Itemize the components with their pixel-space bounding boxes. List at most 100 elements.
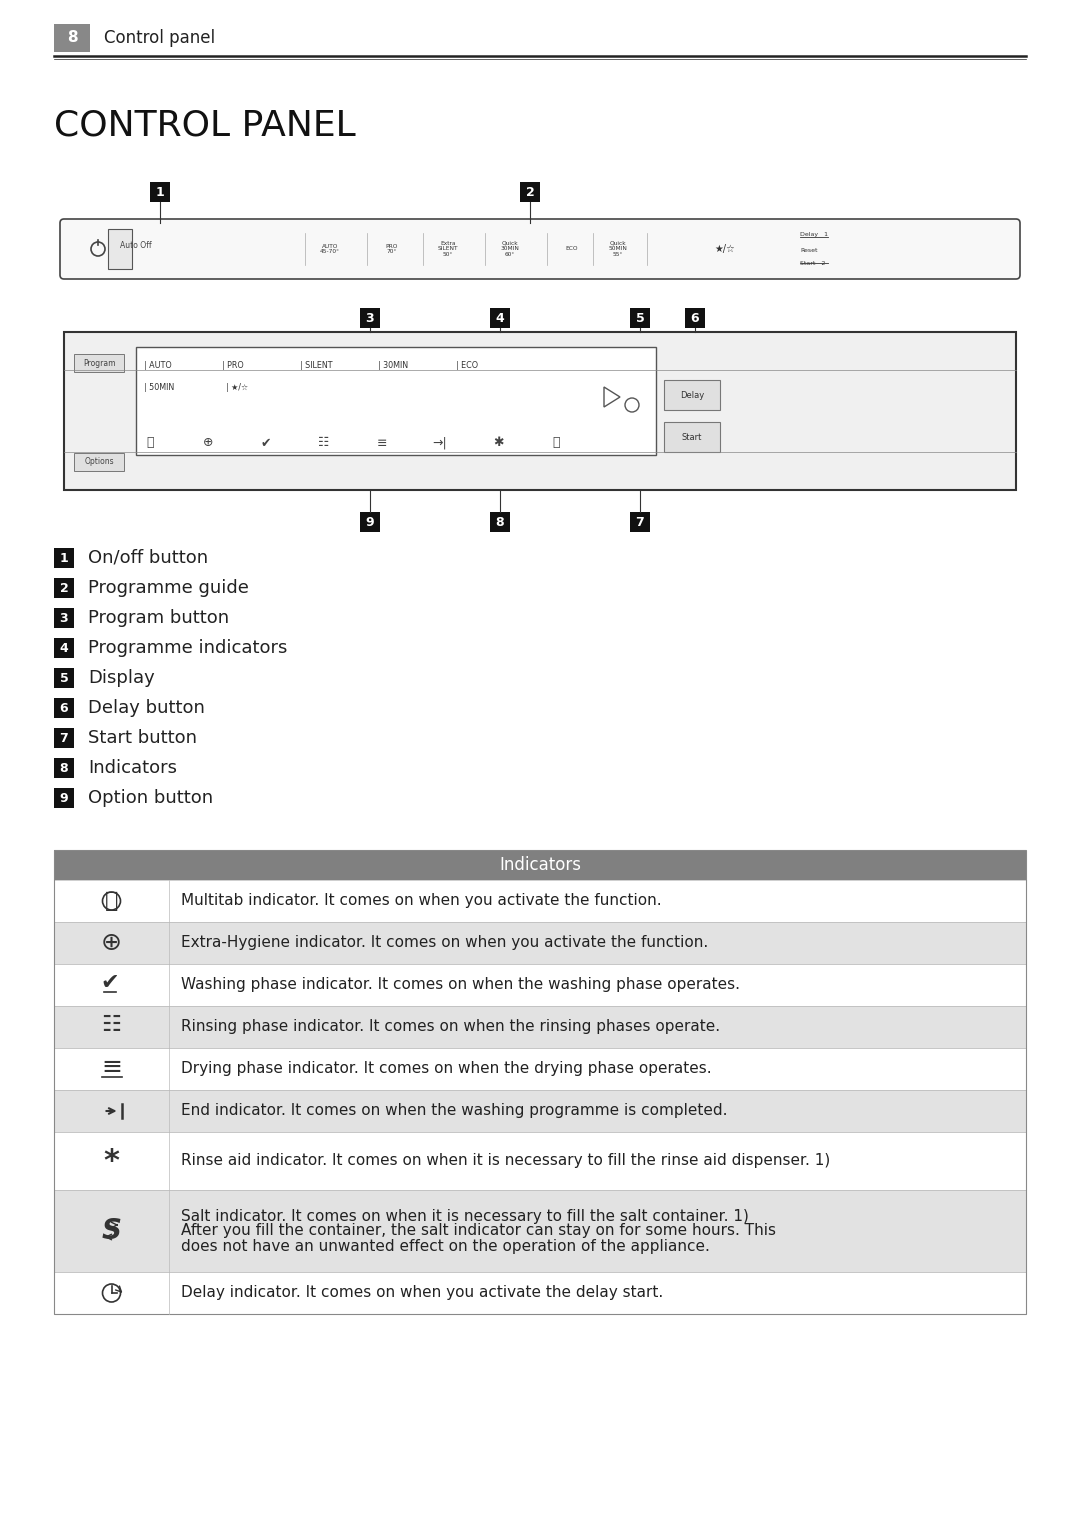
Text: ⊕: ⊕ bbox=[203, 436, 213, 450]
Bar bbox=[490, 512, 510, 532]
Text: 8: 8 bbox=[496, 515, 504, 529]
Bar bbox=[54, 699, 75, 719]
Text: Multitab indicator. It comes on when you activate the function.: Multitab indicator. It comes on when you… bbox=[181, 893, 662, 908]
Text: ⊕: ⊕ bbox=[102, 931, 122, 956]
Bar bbox=[685, 307, 705, 329]
Bar bbox=[54, 668, 75, 688]
Bar bbox=[108, 229, 132, 269]
Text: 5: 5 bbox=[636, 312, 645, 324]
Bar bbox=[64, 332, 1016, 489]
Text: ★/☆: ★/☆ bbox=[715, 245, 735, 254]
Text: Display: Display bbox=[87, 670, 154, 687]
Bar bbox=[360, 512, 380, 532]
Bar bbox=[630, 512, 650, 532]
Text: CONTROL PANEL: CONTROL PANEL bbox=[54, 109, 355, 142]
Bar bbox=[54, 1006, 1026, 1047]
Text: Ⓐ: Ⓐ bbox=[105, 891, 118, 911]
Bar bbox=[54, 24, 90, 52]
Text: ≡: ≡ bbox=[377, 436, 388, 450]
Bar bbox=[54, 758, 75, 778]
Text: S: S bbox=[102, 1217, 121, 1245]
Text: Drying phase indicator. It comes on when the drying phase operates.: Drying phase indicator. It comes on when… bbox=[181, 1061, 712, 1076]
Text: ≡: ≡ bbox=[102, 1055, 122, 1079]
Text: 1: 1 bbox=[156, 185, 164, 199]
Text: →|: →| bbox=[433, 436, 447, 450]
Text: ✔: ✔ bbox=[260, 436, 271, 450]
Text: Salt indicator. It comes on when it is necessary to fill the salt container. 1): Salt indicator. It comes on when it is n… bbox=[181, 1208, 748, 1223]
Text: ✱: ✱ bbox=[492, 436, 503, 450]
Text: | AUTO: | AUTO bbox=[144, 361, 172, 370]
Text: Program button: Program button bbox=[87, 609, 229, 627]
Text: ☷: ☷ bbox=[319, 436, 329, 450]
Bar bbox=[664, 422, 720, 453]
Bar bbox=[54, 609, 75, 628]
Text: 8: 8 bbox=[67, 31, 78, 46]
Text: Options: Options bbox=[84, 457, 113, 466]
Bar bbox=[54, 547, 75, 567]
Text: Extra-Hygiene indicator. It comes on when you activate the function.: Extra-Hygiene indicator. It comes on whe… bbox=[181, 936, 708, 951]
Text: Delay: Delay bbox=[680, 390, 704, 399]
Text: 9: 9 bbox=[59, 792, 68, 804]
Text: | SILENT: | SILENT bbox=[300, 361, 333, 370]
Text: 8: 8 bbox=[59, 761, 68, 775]
Bar bbox=[360, 307, 380, 329]
Text: PRO
70°: PRO 70° bbox=[386, 243, 399, 254]
Text: 5: 5 bbox=[59, 671, 68, 685]
Text: | 50MIN: | 50MIN bbox=[144, 382, 174, 391]
Text: 7: 7 bbox=[636, 515, 645, 529]
Text: ☷: ☷ bbox=[102, 1015, 121, 1035]
Text: does not have an unwanted effect on the operation of the appliance.: does not have an unwanted effect on the … bbox=[181, 1238, 710, 1254]
Text: ECO: ECO bbox=[566, 246, 578, 251]
Text: | PRO: | PRO bbox=[222, 361, 244, 370]
Bar bbox=[54, 922, 1026, 963]
Text: Control panel: Control panel bbox=[104, 29, 215, 47]
Bar bbox=[54, 881, 1026, 922]
Bar bbox=[54, 850, 1026, 1313]
Text: Indicators: Indicators bbox=[87, 758, 177, 777]
Text: Option button: Option button bbox=[87, 789, 213, 807]
Bar bbox=[54, 1190, 1026, 1272]
Text: Ⓢ: Ⓢ bbox=[552, 436, 559, 450]
Text: ✔: ✔ bbox=[100, 972, 119, 992]
Text: | ★/☆: | ★/☆ bbox=[226, 382, 248, 391]
Text: Start: Start bbox=[681, 433, 702, 442]
Bar bbox=[75, 453, 124, 471]
Text: 2: 2 bbox=[526, 185, 535, 199]
Text: 3: 3 bbox=[59, 612, 68, 624]
Text: Rinsing phase indicator. It comes on when the rinsing phases operate.: Rinsing phase indicator. It comes on whe… bbox=[181, 1020, 720, 1035]
Text: 6: 6 bbox=[691, 312, 700, 324]
Text: Indicators: Indicators bbox=[499, 856, 581, 875]
Text: Programme guide: Programme guide bbox=[87, 579, 248, 596]
Text: Quick
30MIN
60°: Quick 30MIN 60° bbox=[500, 240, 519, 257]
Bar bbox=[54, 963, 1026, 1006]
Text: Delay button: Delay button bbox=[87, 699, 205, 717]
Text: End indicator. It comes on when the washing programme is completed.: End indicator. It comes on when the wash… bbox=[181, 1104, 728, 1119]
Bar bbox=[75, 355, 124, 372]
Text: 9: 9 bbox=[366, 515, 375, 529]
Bar bbox=[54, 728, 75, 748]
Text: Program: Program bbox=[83, 358, 116, 367]
Text: Delay   1: Delay 1 bbox=[800, 232, 828, 237]
Text: | 30MIN: | 30MIN bbox=[378, 361, 408, 370]
Bar bbox=[54, 638, 75, 657]
Text: Delay indicator. It comes on when you activate the delay start.: Delay indicator. It comes on when you ac… bbox=[181, 1286, 663, 1301]
Text: Start   2: Start 2 bbox=[800, 261, 825, 266]
Bar bbox=[664, 381, 720, 410]
Text: Start button: Start button bbox=[87, 729, 197, 748]
Text: 6: 6 bbox=[59, 702, 68, 714]
Text: On/off button: On/off button bbox=[87, 549, 208, 567]
Text: Auto Off: Auto Off bbox=[120, 240, 151, 249]
Text: Extra
SILENT
50°: Extra SILENT 50° bbox=[437, 240, 458, 257]
Bar bbox=[54, 1047, 1026, 1090]
Text: AUTO
45-70°: AUTO 45-70° bbox=[320, 243, 340, 254]
Text: Washing phase indicator. It comes on when the washing phase operates.: Washing phase indicator. It comes on whe… bbox=[181, 977, 740, 992]
Text: 7: 7 bbox=[59, 731, 68, 745]
Bar bbox=[54, 1131, 1026, 1190]
Bar bbox=[136, 347, 656, 456]
Bar bbox=[630, 307, 650, 329]
FancyBboxPatch shape bbox=[60, 219, 1020, 278]
Bar bbox=[519, 182, 540, 202]
Text: Rinse aid indicator. It comes on when it is necessary to fill the rinse aid disp: Rinse aid indicator. It comes on when it… bbox=[181, 1153, 831, 1168]
Text: 4: 4 bbox=[59, 642, 68, 654]
Bar bbox=[54, 1272, 1026, 1313]
